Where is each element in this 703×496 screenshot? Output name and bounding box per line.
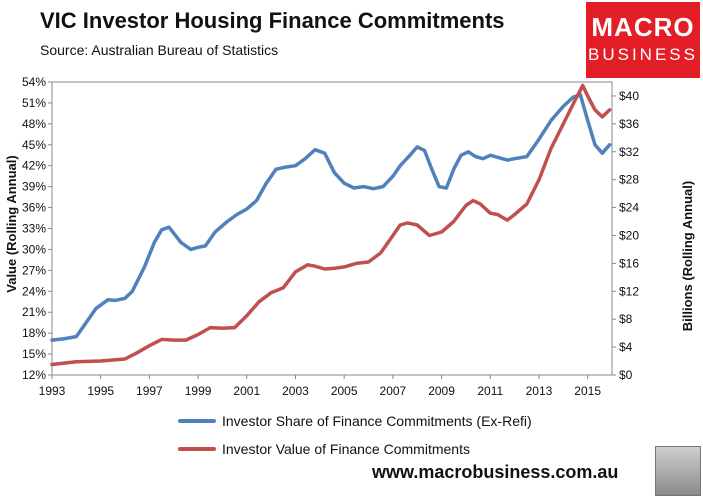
y-tick-label-left: 18%	[22, 326, 46, 340]
y-tick-label-left: 54%	[22, 75, 46, 89]
series-line-share	[50, 92, 612, 342]
y-tick-label-left: 39%	[22, 180, 46, 194]
y-tick-label-left: 36%	[22, 201, 46, 215]
x-tick-label: 2015	[574, 384, 601, 398]
macrobusiness-logo: MACRO BUSINESS	[586, 2, 700, 78]
chart-title: VIC Investor Housing Finance Commitments	[40, 8, 505, 33]
y-tick-label-left: 12%	[22, 368, 46, 382]
y-tick-label-right: $40	[619, 89, 639, 103]
y-tick-label-right: $12	[619, 284, 639, 298]
y-tick-label-left: 24%	[22, 284, 46, 298]
y-tick-label-right: $20	[619, 228, 639, 242]
y-axis-label-right: Billions (Rolling Annual)	[680, 181, 695, 331]
y-tick-label-right: $8	[619, 312, 633, 326]
y-tick-label-left: 15%	[22, 347, 46, 361]
legend-item-share: Investor Share of Finance Commitments (E…	[178, 413, 532, 429]
y-tick-label-right: $28	[619, 173, 639, 187]
y-tick-label-left: 30%	[22, 242, 46, 256]
x-tick-label: 1995	[87, 384, 114, 398]
wolf-logo-icon	[655, 446, 701, 496]
y-tick-label-left: 42%	[22, 159, 46, 173]
x-tick-label: 1997	[136, 384, 163, 398]
x-tick-label: 1999	[185, 384, 212, 398]
y-tick-label-right: $0	[619, 368, 633, 382]
y-tick-label-left: 45%	[22, 138, 46, 152]
website-url[interactable]: www.macrobusiness.com.au	[372, 462, 619, 482]
y-tick-label-right: $4	[619, 340, 633, 354]
y-tick-label-left: 33%	[22, 222, 46, 236]
logo-text-business: BUSINESS	[588, 45, 698, 64]
y-tick-label-left: 48%	[22, 117, 46, 131]
legend-label-value: Investor Value of Finance Commitments	[222, 441, 470, 457]
legend-swatch-share	[178, 419, 216, 423]
x-tick-label: 1993	[39, 384, 66, 398]
chart-source: Source: Australian Bureau of Statistics	[40, 42, 279, 58]
logo-text-macro: MACRO	[591, 12, 695, 42]
x-tick-label: 2005	[331, 384, 358, 398]
legend-item-value: Investor Value of Finance Commitments	[178, 441, 470, 457]
y-tick-label-left: 27%	[22, 263, 46, 277]
y-tick-label-left: 21%	[22, 305, 46, 319]
y-tick-label-left: 51%	[22, 96, 46, 110]
legend-label-share: Investor Share of Finance Commitments (E…	[222, 413, 532, 429]
series-line-value	[50, 83, 612, 367]
plot-area	[51, 81, 613, 376]
y-tick-label-right: $16	[619, 256, 639, 270]
legend-swatch-value	[178, 447, 216, 451]
x-tick-label: 2013	[526, 384, 553, 398]
x-tick-label: 2007	[380, 384, 407, 398]
y-axis-label-left: Value (Rolling Annual)	[4, 155, 19, 292]
y-tick-label-right: $36	[619, 117, 639, 131]
x-tick-label: 2011	[477, 384, 503, 398]
x-tick-label: 2009	[428, 384, 455, 398]
x-tick-label: 2003	[282, 384, 309, 398]
y-tick-label-right: $32	[619, 145, 639, 159]
y-tick-label-right: $24	[619, 201, 639, 215]
x-tick-label: 2001	[233, 384, 260, 398]
